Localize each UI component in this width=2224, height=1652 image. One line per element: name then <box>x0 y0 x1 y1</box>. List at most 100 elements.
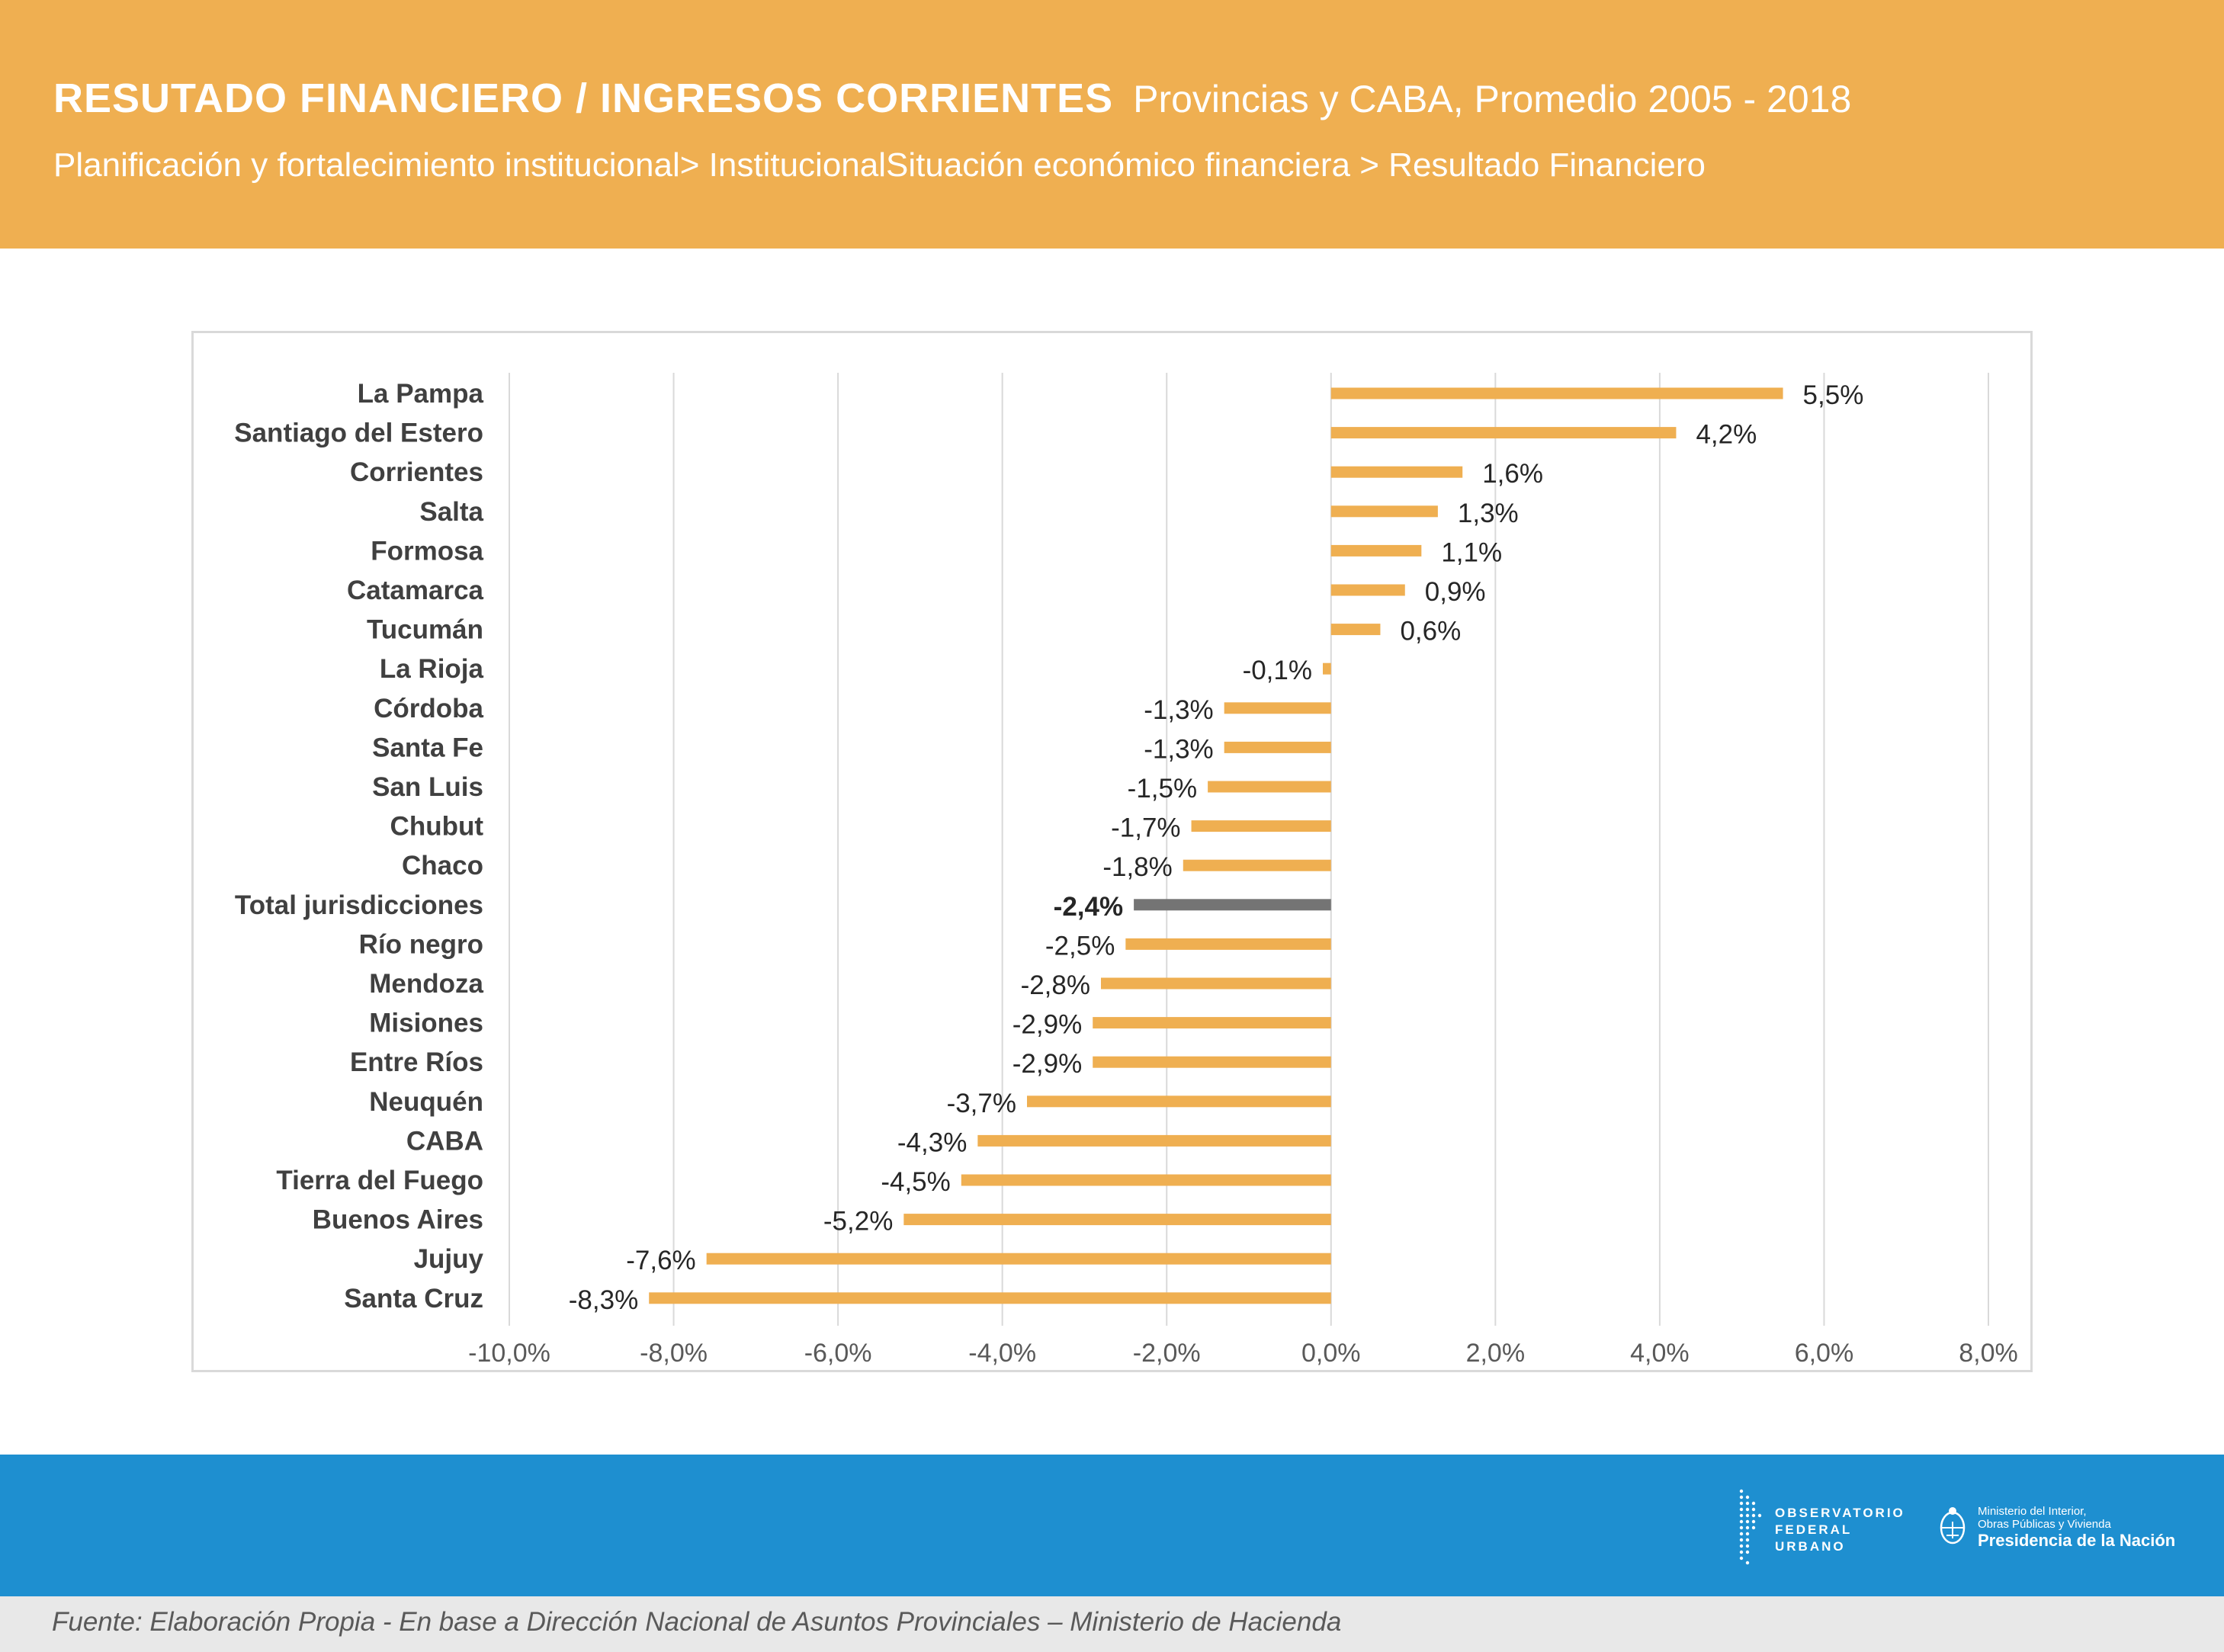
bar <box>1224 741 1331 753</box>
chart-frame: -10,0% -8,0% -6,0% -4,0% -2,0% 0,0% 2,0% 4,0% 6,… <box>191 331 2033 1372</box>
source-bar: Fuente: Elaboración Propia - En base a D… <box>0 1596 2224 1652</box>
footer-band <box>0 1455 2224 1596</box>
data-label: -0,1% <box>1243 656 1312 685</box>
category-label: CABA <box>406 1126 483 1156</box>
data-label: -2,5% <box>1045 931 1115 961</box>
page-subtitle: Provincias y CABA, Promedio 2005 - 2018 <box>1133 78 1852 120</box>
category-label: Buenos Aires <box>313 1205 483 1235</box>
breadcrumb: Planificación y fortalecimiento instituc… <box>53 146 1706 184</box>
category-label: San Luis <box>372 772 483 802</box>
category-label: Chubut <box>390 812 484 842</box>
bar <box>1330 584 1405 596</box>
observatorio-name: OBSERVATORIO FEDERAL URBANO <box>1775 1505 1905 1555</box>
data-label: -2,9% <box>1013 1010 1082 1040</box>
category-label: Jujuy <box>414 1244 484 1274</box>
x-tick-label: -10,0% <box>468 1339 550 1368</box>
category-label: Santa Cruz <box>344 1284 483 1314</box>
data-label: -2,8% <box>1021 970 1090 1000</box>
bar <box>1093 1017 1331 1029</box>
observatorio-line: OBSERVATORIO <box>1775 1506 1905 1520</box>
x-tick-label: -2,0% <box>1133 1339 1201 1368</box>
data-label: 1,6% <box>1482 459 1543 489</box>
data-label: -1,3% <box>1144 695 1213 725</box>
source-note: Fuente: Elaboración Propia - En base a D… <box>52 1607 1342 1637</box>
bar <box>649 1292 1331 1304</box>
bar <box>706 1253 1331 1265</box>
data-label: 1,1% <box>1441 537 1502 567</box>
x-tick-label: 0,0% <box>1301 1339 1361 1368</box>
bar <box>1101 977 1331 990</box>
bar-chart: -10,0% -8,0% -6,0% -4,0% -2,0% 0,0% 2,0% 4,0% 6,… <box>234 373 2018 1368</box>
header-banner: RESUTADO FINANCIERO / INGRESOS CORRIENTE… <box>0 0 2224 249</box>
category-label: La Rioja <box>380 654 484 684</box>
x-tick-label: -4,0% <box>968 1339 1036 1368</box>
category-label: Salta <box>419 497 483 527</box>
data-label: 5,5% <box>1803 380 1864 410</box>
bar <box>1330 505 1438 518</box>
category-label: La Pampa <box>358 379 484 409</box>
ministerio-line: Ministerio del Interior, <box>1978 1505 2087 1518</box>
category-label: Río negro <box>359 929 483 959</box>
category-label: Chaco <box>402 851 483 881</box>
data-label: -8,3% <box>569 1285 638 1315</box>
bar <box>903 1214 1331 1226</box>
bar <box>977 1134 1331 1147</box>
x-tick-label: 4,0% <box>1630 1339 1690 1368</box>
bar <box>1125 938 1331 950</box>
ministerio-logo: Ministerio del Interior, Obras Públicas … <box>1937 1502 2196 1555</box>
bar <box>1208 781 1331 793</box>
ministerio-line: Obras Públicas y Vivienda <box>1978 1518 2111 1531</box>
category-label: Corrientes <box>350 457 483 487</box>
data-label: -7,6% <box>626 1246 695 1275</box>
observatorio-line: URBANO <box>1775 1539 1846 1554</box>
observatorio-line: FEDERAL <box>1775 1522 1853 1537</box>
data-label: 1,3% <box>1458 499 1519 528</box>
data-label: -2,4% <box>1054 892 1123 922</box>
observatorio-dots-icon <box>1739 1489 1762 1565</box>
title-line: RESUTADO FINANCIERO / INGRESOS CORRIENTE… <box>53 75 1851 122</box>
bar <box>1224 702 1331 714</box>
observatorio-logo: OBSERVATORIO FEDERAL URBANO <box>1735 1487 1918 1566</box>
x-tick-label: 6,0% <box>1795 1339 1854 1368</box>
bar <box>1330 466 1463 478</box>
category-label: Neuquén <box>369 1087 483 1117</box>
ministerio-text: Ministerio del Interior, Obras Públicas … <box>1978 1505 2175 1551</box>
presidencia-label: Presidencia de la Nación <box>1978 1531 2176 1550</box>
bar <box>1330 387 1783 399</box>
data-label: 0,9% <box>1425 577 1486 607</box>
x-tick-label: -8,0% <box>640 1339 708 1368</box>
bar <box>1027 1095 1331 1108</box>
category-label: Catamarca <box>347 576 484 605</box>
data-label: -4,5% <box>881 1167 950 1197</box>
national-shield-icon <box>1940 1507 1966 1545</box>
bar <box>1330 544 1422 557</box>
bar <box>1330 427 1677 439</box>
bar <box>1323 662 1331 675</box>
data-label: -4,3% <box>897 1128 967 1157</box>
x-tick-label: -6,0% <box>804 1339 872 1368</box>
data-label: -1,8% <box>1102 852 1172 882</box>
data-label: -1,3% <box>1144 734 1213 764</box>
bar <box>1191 820 1331 832</box>
data-label: -1,5% <box>1128 774 1197 804</box>
x-tick-label: 2,0% <box>1466 1339 1526 1368</box>
data-label: -2,9% <box>1013 1049 1082 1079</box>
category-label: Formosa <box>371 536 483 566</box>
category-label: Misiones <box>369 1009 483 1038</box>
bar <box>961 1174 1331 1186</box>
category-label: Entre Ríos <box>350 1047 483 1077</box>
data-label: 4,2% <box>1696 420 1757 450</box>
category-label: Santiago del Estero <box>234 419 483 448</box>
bar <box>1134 899 1331 911</box>
data-label: -5,2% <box>823 1207 893 1237</box>
category-label: Tucumán <box>367 615 483 645</box>
x-tick-label: 8,0% <box>1959 1339 2018 1368</box>
category-label: Córdoba <box>374 694 483 723</box>
data-label: 0,6% <box>1400 617 1461 646</box>
data-label: -3,7% <box>947 1089 1016 1118</box>
category-label: Total jurisdicciones <box>235 890 483 920</box>
bar <box>1183 859 1331 871</box>
category-label: Santa Fe <box>372 733 483 762</box>
data-label: -1,7% <box>1111 813 1180 843</box>
category-label: Mendoza <box>369 969 483 999</box>
